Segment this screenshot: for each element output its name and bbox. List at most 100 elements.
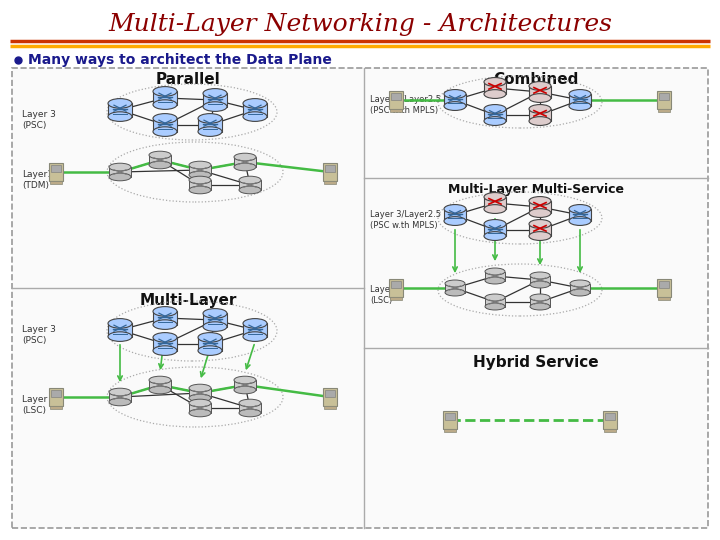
Bar: [324, 181, 336, 184]
Ellipse shape: [239, 399, 261, 407]
Text: Many ways to architect the Data Plane: Many ways to architect the Data Plane: [28, 53, 332, 67]
Ellipse shape: [189, 384, 211, 392]
Bar: [324, 406, 336, 409]
Bar: [323, 163, 337, 181]
Bar: [569, 209, 591, 221]
Bar: [484, 224, 506, 236]
Bar: [50, 406, 62, 409]
Ellipse shape: [243, 112, 267, 122]
Bar: [153, 338, 177, 350]
Bar: [153, 118, 177, 132]
Ellipse shape: [530, 303, 550, 310]
Bar: [391, 93, 401, 100]
Ellipse shape: [189, 409, 211, 417]
Bar: [659, 93, 669, 100]
Text: Multi-Layer Networking - Architectures: Multi-Layer Networking - Architectures: [108, 12, 612, 36]
Ellipse shape: [198, 333, 222, 342]
Ellipse shape: [484, 220, 506, 228]
Bar: [49, 388, 63, 406]
Bar: [153, 91, 177, 105]
Ellipse shape: [189, 176, 211, 184]
Ellipse shape: [189, 161, 211, 169]
Bar: [109, 167, 131, 177]
Bar: [239, 403, 261, 413]
Text: Layer 3/Layer2.5
(PSC with MPLS): Layer 3/Layer2.5 (PSC with MPLS): [370, 95, 441, 114]
Ellipse shape: [485, 277, 505, 284]
Ellipse shape: [234, 376, 256, 384]
Bar: [484, 82, 506, 94]
Bar: [243, 103, 267, 117]
Bar: [51, 390, 61, 397]
Text: Multi-Layer Multi-Service: Multi-Layer Multi-Service: [448, 184, 624, 197]
Bar: [391, 281, 401, 288]
Ellipse shape: [149, 386, 171, 394]
Bar: [443, 411, 457, 429]
Bar: [444, 209, 466, 221]
Ellipse shape: [108, 332, 132, 341]
Bar: [529, 201, 551, 213]
Bar: [390, 109, 402, 112]
Bar: [51, 165, 61, 172]
Ellipse shape: [153, 100, 177, 110]
Bar: [529, 86, 551, 98]
Text: Layer 1
(LSC): Layer 1 (LSC): [22, 395, 56, 415]
Bar: [485, 298, 505, 307]
Bar: [485, 272, 505, 280]
Ellipse shape: [149, 376, 171, 384]
Bar: [389, 91, 403, 109]
Bar: [149, 380, 171, 390]
Bar: [529, 109, 551, 121]
Ellipse shape: [529, 220, 551, 228]
Bar: [189, 180, 211, 190]
Ellipse shape: [243, 319, 267, 328]
Ellipse shape: [445, 289, 465, 296]
Bar: [530, 275, 550, 285]
Ellipse shape: [243, 332, 267, 341]
Ellipse shape: [198, 346, 222, 355]
Text: Layer 1
(LSC): Layer 1 (LSC): [370, 285, 401, 305]
Bar: [390, 297, 402, 300]
Ellipse shape: [153, 113, 177, 123]
Ellipse shape: [189, 399, 211, 407]
Ellipse shape: [444, 205, 466, 213]
Ellipse shape: [444, 217, 466, 226]
Ellipse shape: [198, 127, 222, 137]
Bar: [153, 312, 177, 325]
Bar: [569, 94, 591, 106]
Ellipse shape: [530, 294, 550, 301]
Ellipse shape: [243, 99, 267, 108]
Ellipse shape: [529, 93, 551, 103]
Ellipse shape: [203, 322, 227, 332]
Ellipse shape: [484, 90, 506, 98]
Text: Layer1.5
(TDM): Layer1.5 (TDM): [22, 170, 62, 190]
Ellipse shape: [189, 394, 211, 402]
Ellipse shape: [239, 409, 261, 417]
Ellipse shape: [570, 280, 590, 287]
Ellipse shape: [569, 102, 591, 111]
Ellipse shape: [484, 205, 506, 213]
Ellipse shape: [569, 205, 591, 213]
Ellipse shape: [153, 333, 177, 342]
Bar: [530, 298, 550, 307]
Bar: [658, 297, 670, 300]
Bar: [49, 163, 63, 181]
Bar: [570, 284, 590, 293]
Bar: [50, 181, 62, 184]
Bar: [389, 279, 403, 297]
Ellipse shape: [529, 197, 551, 205]
Bar: [529, 224, 551, 236]
Ellipse shape: [108, 99, 132, 108]
Ellipse shape: [149, 161, 171, 169]
Ellipse shape: [570, 289, 590, 296]
Bar: [203, 93, 227, 106]
Ellipse shape: [203, 102, 227, 111]
Ellipse shape: [234, 386, 256, 394]
Ellipse shape: [153, 127, 177, 137]
Bar: [659, 281, 669, 288]
Ellipse shape: [485, 294, 505, 301]
Bar: [189, 165, 211, 175]
Bar: [605, 413, 615, 420]
Bar: [445, 284, 465, 293]
Ellipse shape: [203, 308, 227, 318]
Ellipse shape: [203, 89, 227, 98]
